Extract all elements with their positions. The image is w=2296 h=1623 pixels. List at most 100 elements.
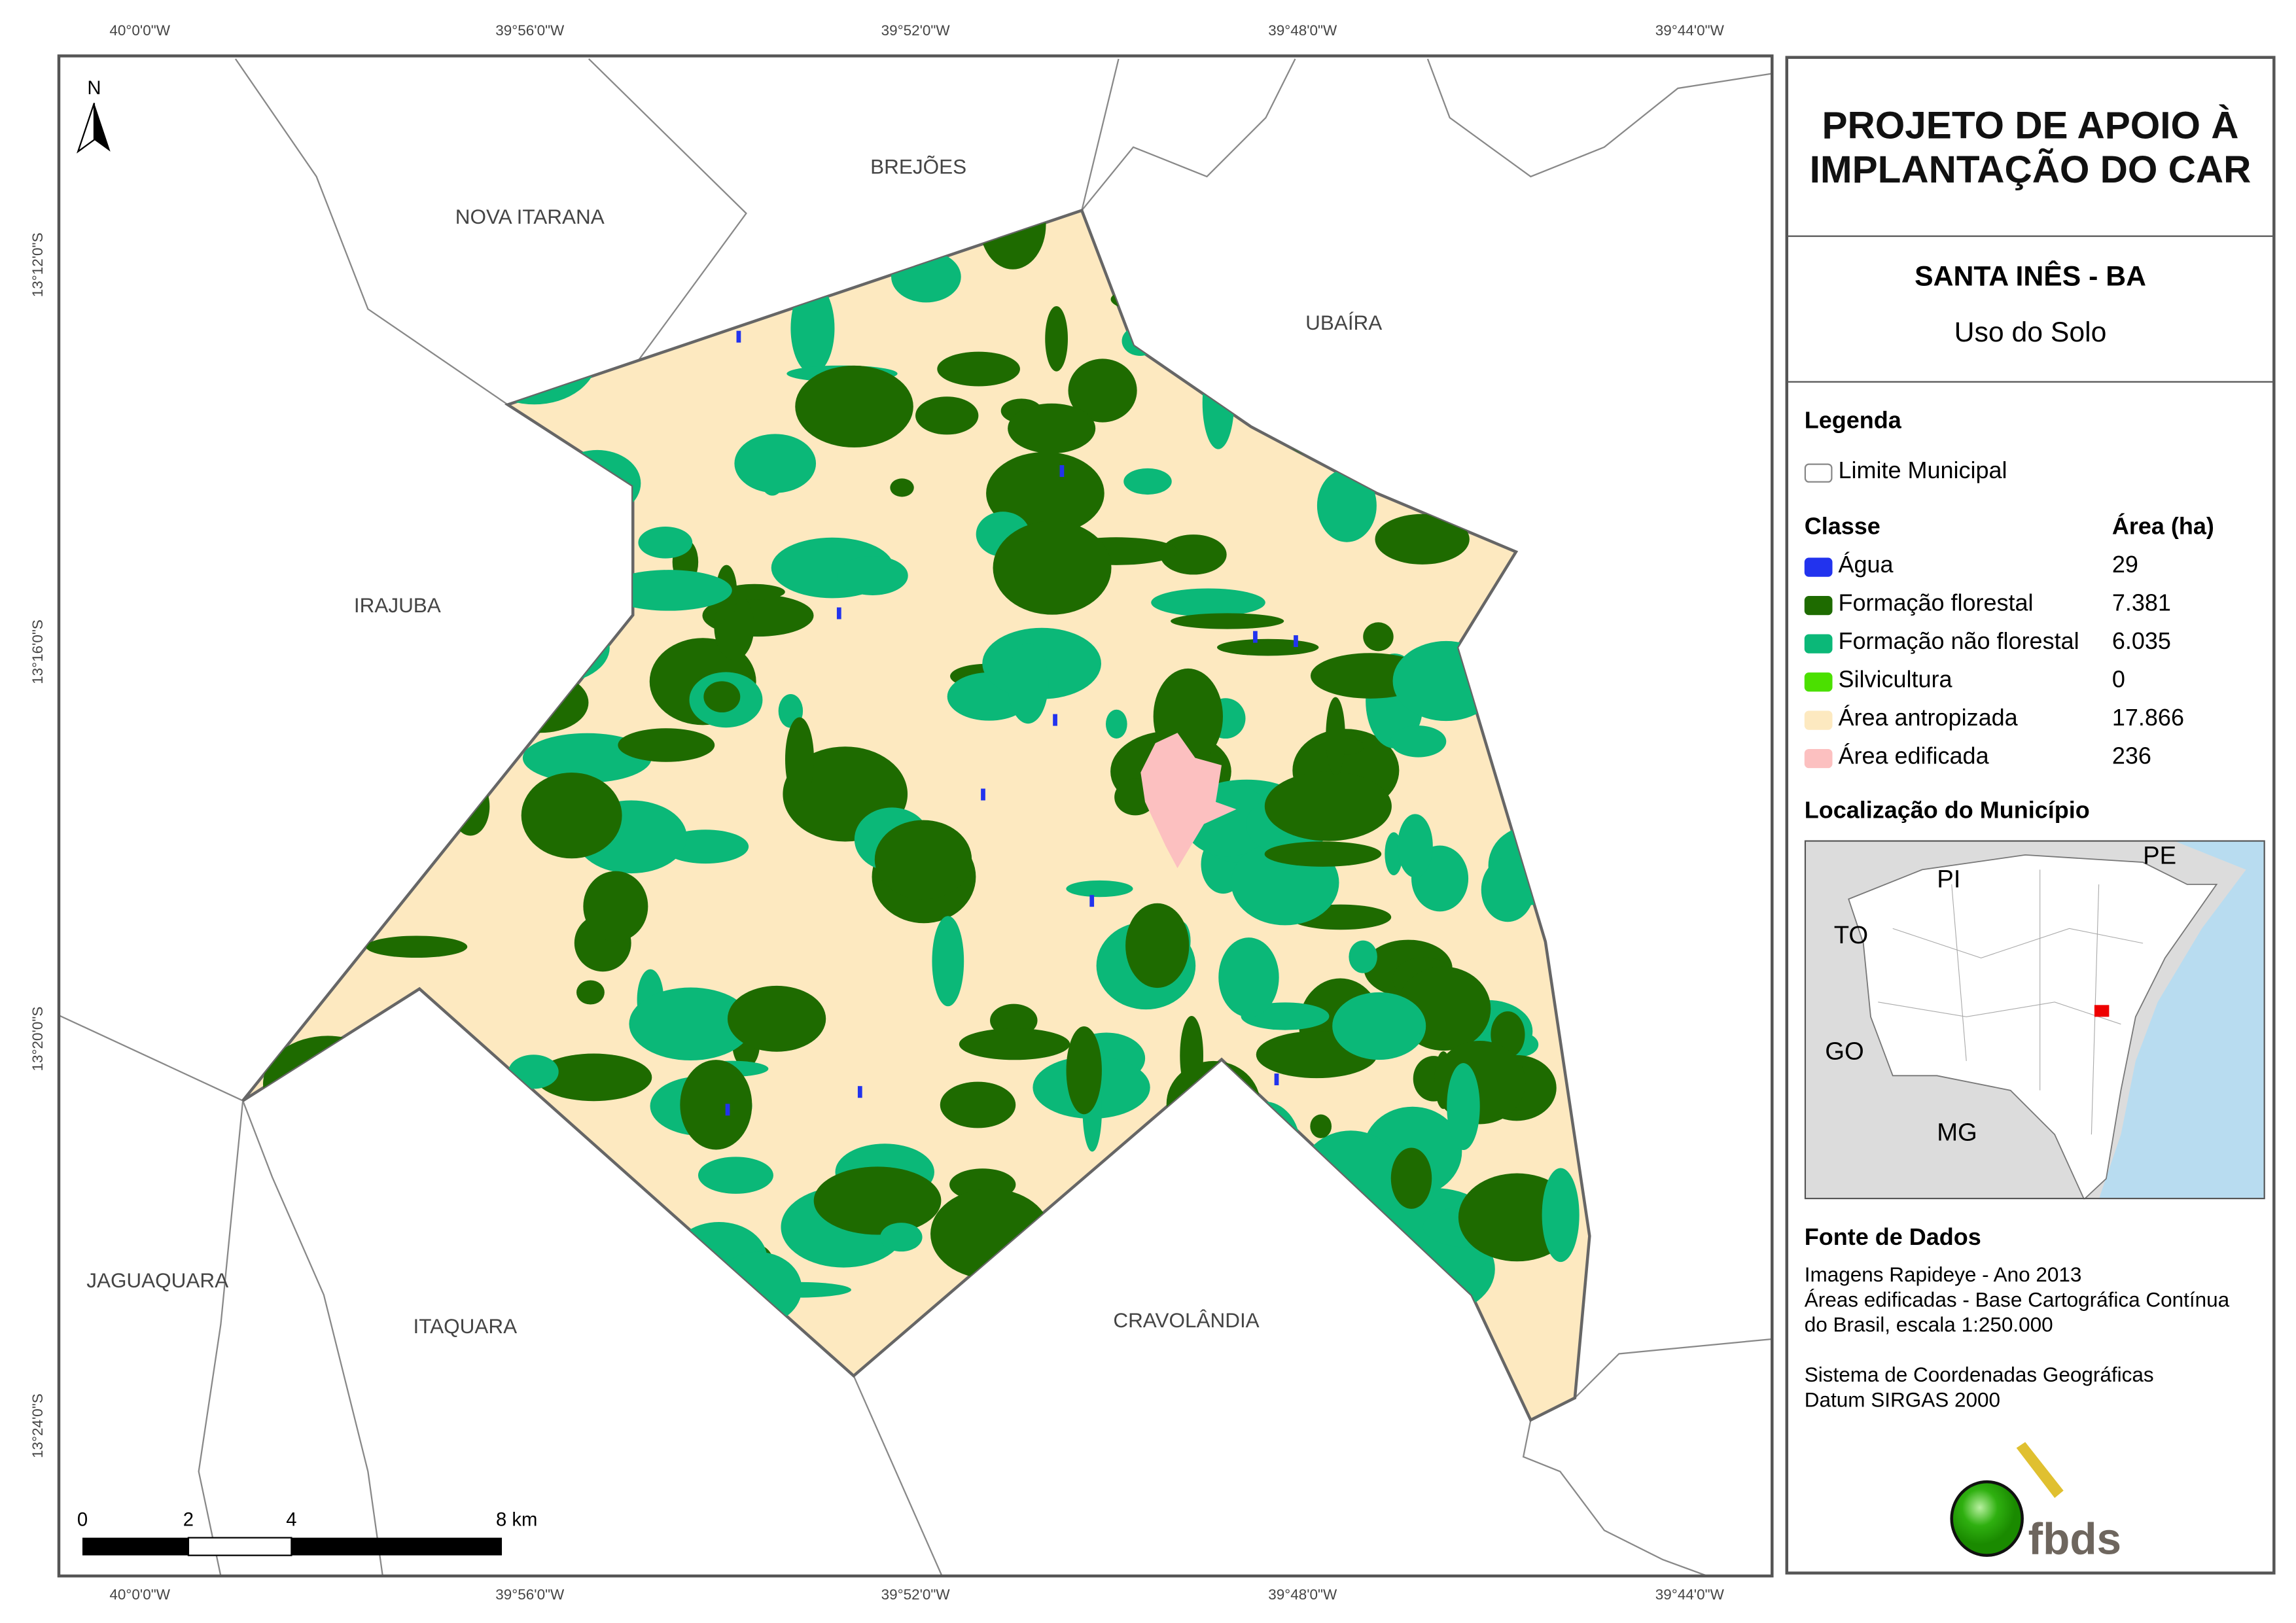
- vegetation-patch: [413, 349, 476, 368]
- legend-item: Silvicultura: [1804, 668, 1952, 694]
- class-label: Formação não florestal: [1838, 629, 2079, 655]
- latitude-tick-label: 13°12'0"S: [29, 232, 46, 297]
- legend-panel: PROJETO DE APOIO À IMPLANTAÇÃO DO CAR SAN…: [1785, 56, 2276, 1575]
- forest-patch: [1105, 709, 1127, 739]
- vegetation-patch: [1299, 1130, 1402, 1225]
- neighbor-boundaries: [58, 58, 1773, 1577]
- forest-patch: [605, 570, 732, 611]
- forest-patch: [453, 1331, 570, 1392]
- longitude-tick-label: 39°48'0"W: [1268, 22, 1337, 39]
- forest-patch: [300, 369, 328, 393]
- legend-item-boundary: Limite Municipal: [1804, 459, 2007, 485]
- project-title: PROJETO DE APOIO À IMPLANTAÇÃO DO CAR: [1809, 103, 2252, 192]
- class-area: 236: [2111, 744, 2151, 770]
- boundary-swatch: [1804, 462, 1833, 482]
- vegetation-patch: [514, 230, 550, 288]
- forest-patch: [1488, 275, 1533, 305]
- vegetation-patch: [993, 521, 1112, 615]
- neighbor-label: UBAÍRA: [1305, 311, 1382, 334]
- vegetation-patch: [1509, 223, 1542, 309]
- forest-patch: [1508, 536, 1590, 629]
- vegetation-patch: [346, 1047, 457, 1097]
- vegetation-patch: [362, 307, 384, 370]
- vegetation-patch: [1542, 415, 1590, 503]
- vegetation-patch: [494, 611, 610, 684]
- forest-patch: [324, 515, 345, 601]
- vegetation-patch: [813, 1166, 942, 1235]
- vegetation-patch: [1171, 1111, 1222, 1147]
- forest-patch: [451, 777, 490, 836]
- vegetation-patch: [837, 555, 908, 595]
- vegetation-patch: [1315, 385, 1341, 460]
- forest-patch: [915, 396, 979, 435]
- vegetation-patch: [1099, 1261, 1119, 1351]
- vegetation-patch: [1509, 297, 1547, 315]
- forest-patch: [309, 1085, 420, 1176]
- longitude-tick-label: 39°52'0"W: [881, 1586, 951, 1603]
- vegetation-patch: [1483, 218, 1587, 283]
- vegetation-patch: [1123, 468, 1172, 495]
- forest-patch: [1209, 1160, 1273, 1238]
- forest-patch: [1264, 771, 1392, 841]
- svg-text:TO: TO: [1834, 921, 1868, 949]
- forest-patch: [703, 681, 741, 713]
- vegetation-patch: [508, 1055, 559, 1089]
- class-label: Área edificada: [1838, 744, 1989, 770]
- map[interactable]: 40°0'0"W 39°56'0"W 39°52'0"W 39°48'0"W 39°44…: [0, 0, 1781, 1623]
- forest-patch: [1045, 305, 1068, 372]
- longitude-tick-label: 40°0'0"W: [109, 22, 170, 39]
- vegetation-patch: [394, 447, 453, 516]
- class-swatch: [1804, 595, 1833, 615]
- longitude-tick-label: 39°52'0"W: [881, 22, 951, 39]
- vegetation-patch: [330, 312, 429, 384]
- forest-patch: [1549, 288, 1590, 330]
- urban-area: [1140, 733, 1237, 869]
- vegetation-patch: [1542, 1168, 1580, 1263]
- vegetation-patch: [521, 772, 622, 859]
- vegetation-patch: [425, 1257, 488, 1321]
- vegetation-patch: [1439, 264, 1498, 307]
- forest-patch: [1390, 1274, 1445, 1343]
- latitude-tick-label: 13°16'0"S: [29, 620, 46, 684]
- location-inset-map: PI PE TO GO MG: [1804, 840, 2265, 1200]
- north-arrow-icon: N: [77, 78, 111, 154]
- longitude-tick-label: 39°48'0"W: [1268, 1586, 1337, 1603]
- legend-item: Formação não florestal: [1804, 629, 2079, 656]
- vegetation-patch: [1397, 814, 1433, 878]
- vegetation-patch: [1344, 415, 1445, 473]
- forest-patch: [874, 820, 972, 899]
- forest-patch: [1554, 443, 1574, 476]
- water-patch: [1253, 631, 1258, 643]
- forest-patch: [698, 1157, 773, 1194]
- forest-patch: [638, 527, 693, 559]
- vegetation-patch: [1326, 697, 1345, 776]
- forest-patch: [243, 222, 321, 317]
- class-area: 7.381: [2111, 591, 2171, 617]
- forest-patch: [321, 1293, 426, 1331]
- forest-patch: [249, 862, 370, 878]
- sources-text: Imagens Rapideye - Ano 2013 Áreas edifica…: [1804, 1262, 2230, 1412]
- vegetation-patch: [1392, 343, 1466, 430]
- longitude-tick-label: 39°56'0"W: [495, 1586, 565, 1603]
- vegetation-patch: [405, 714, 432, 730]
- svg-text:8 km: 8 km: [496, 1510, 537, 1531]
- vegetation-patch: [1066, 880, 1133, 898]
- forest-patch: [1068, 358, 1137, 423]
- forest-patch: [535, 1053, 652, 1102]
- vegetation-patch: [434, 260, 506, 306]
- forest-patch: [743, 210, 839, 291]
- vegetation-patch: [435, 1073, 513, 1166]
- forest-patch: [1110, 288, 1180, 311]
- vegetation-patch: [467, 278, 515, 347]
- vegetation-patch: [257, 438, 327, 535]
- latitude-tick-label: 13°24'0"S: [29, 1393, 46, 1458]
- forest-patch: [1166, 1060, 1261, 1147]
- forest-patch: [542, 1223, 658, 1294]
- vegetation-patch: [724, 584, 785, 600]
- vegetation-patch: [629, 987, 752, 1061]
- class-swatch: [1804, 633, 1833, 653]
- vegetation-patch: [366, 935, 468, 958]
- forest-patch: [1568, 831, 1590, 885]
- vegetation-patch: [275, 851, 293, 909]
- forest-patch: [932, 916, 964, 1007]
